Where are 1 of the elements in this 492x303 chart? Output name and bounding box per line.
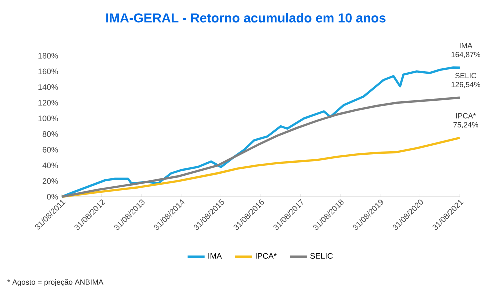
chart-title: IMA-GERAL - Retorno acumulado em 10 anos	[106, 13, 386, 23]
